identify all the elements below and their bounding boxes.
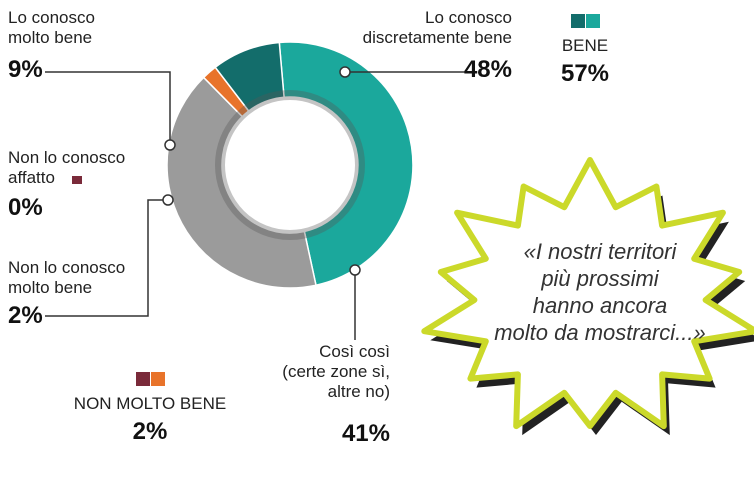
category-label: Lo conosco discretamente bene <box>362 8 512 47</box>
category-label: Non lo conosco molto bene <box>8 258 126 297</box>
leader-line <box>45 71 171 145</box>
leader-line <box>45 199 168 317</box>
category-label: Lo conosco molto bene <box>8 8 95 47</box>
leader-dot <box>164 139 176 151</box>
leaders <box>45 71 470 340</box>
group-swatch <box>136 372 150 386</box>
quote: «I nostri territori più prossimi hanno a… <box>494 239 706 345</box>
category-label: Così così (certe zone sì, altre no) <box>282 342 390 401</box>
donut-segment <box>214 41 285 113</box>
value-label: 0% <box>8 194 43 221</box>
group-name: NON MOLTO BENE <box>73 394 227 413</box>
donut-segment <box>166 76 317 289</box>
donut-segment <box>278 41 414 287</box>
starburst-shape <box>421 157 754 430</box>
group-swatch <box>151 372 165 386</box>
starburst <box>421 157 754 436</box>
leader-dot <box>349 264 361 276</box>
leader-dot <box>339 66 351 78</box>
leader-dots <box>162 66 361 276</box>
group-value: 57% <box>560 60 610 87</box>
inner-shade <box>215 90 365 240</box>
donut <box>166 41 414 289</box>
value-label: 9% <box>8 56 43 83</box>
group-name: BENE <box>561 36 609 55</box>
leader-dot <box>162 194 174 206</box>
value-label: 41% <box>341 420 390 447</box>
value-label: 48% <box>463 56 512 83</box>
category-label: Non lo conosco affatto <box>8 148 126 187</box>
group-swatch <box>571 14 585 28</box>
group-swatch <box>586 14 600 28</box>
value-label: 2% <box>8 302 43 329</box>
group-value: 2% <box>132 418 168 445</box>
category-swatch <box>72 176 82 184</box>
